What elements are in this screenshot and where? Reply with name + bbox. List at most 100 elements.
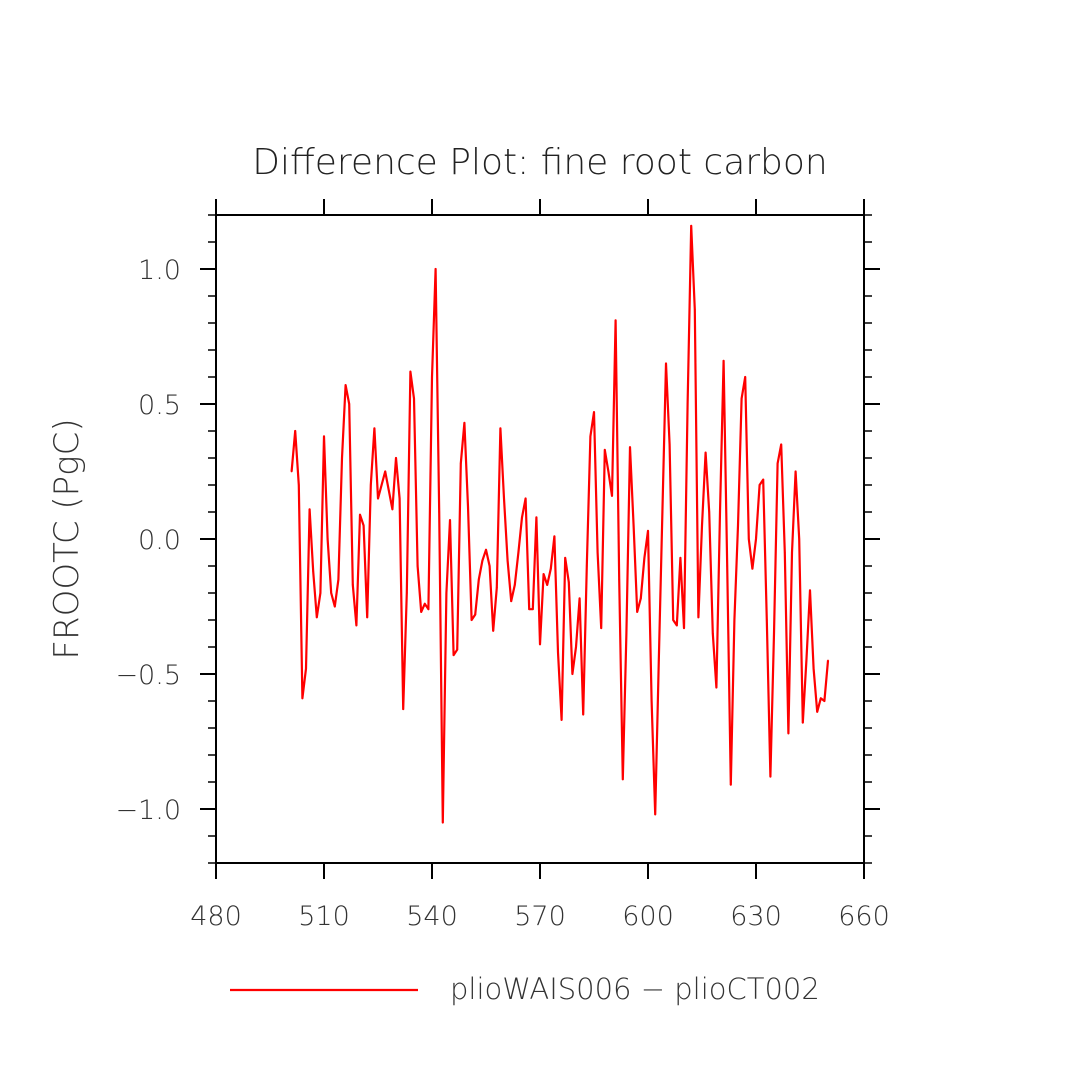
data-point [333,605,336,608]
data-point [452,654,455,656]
data-point [330,592,333,594]
data-point [564,557,567,559]
data-point [488,565,491,567]
data-point [470,619,473,621]
data-point [765,619,768,621]
data-point [560,719,563,721]
data-point [729,783,732,786]
data-point [355,624,358,627]
data-point [747,538,750,540]
data-point [477,578,480,581]
data-point [711,632,714,635]
data-point [719,511,721,513]
data-point [690,224,693,227]
data-point [431,376,433,378]
data-point [535,516,538,519]
data-point [794,470,797,473]
data-point [596,551,599,554]
series-line [290,224,830,824]
data-point [294,430,297,432]
data-point [650,700,653,702]
data-point [740,397,743,400]
y-tick-label: −1.0 [115,795,181,826]
data-point [459,462,462,465]
data-point [701,524,703,527]
data-point [290,470,293,473]
data-point [341,457,343,459]
data-point [776,462,779,465]
data-point [481,559,484,562]
data-point [769,775,772,778]
data-point [679,557,682,559]
data-point [326,538,329,540]
data-point [449,519,451,521]
data-point [629,446,631,449]
data-point [369,484,372,486]
data-point [348,403,351,405]
data-point [647,530,649,532]
data-point [726,565,729,567]
data-point [611,494,613,497]
chart-title: Difference Plot: fine root carbon [252,142,828,183]
data-point [575,646,577,648]
plot-frame [215,214,865,864]
data-point [319,592,322,594]
data-point [438,511,441,513]
data-point [643,557,646,559]
data-point [708,511,711,513]
data-point [704,451,707,454]
data-point [632,524,635,527]
data-point [618,578,621,581]
x-tick-label: 540 [406,901,458,932]
data-point [312,570,315,573]
data-point [441,821,444,824]
data-point [546,584,549,586]
x-tick-label: 570 [514,901,566,932]
data-point [668,443,671,446]
data-point [639,597,642,600]
data-point [553,535,556,538]
y-tick-label: −0.5 [115,660,181,691]
data-point [521,516,523,519]
data-point [542,573,545,575]
data-point [593,411,595,413]
data-point [398,497,401,500]
data-point [762,478,765,481]
data-point [391,508,394,511]
data-point [362,524,365,527]
data-point [395,457,397,459]
data-point [305,667,307,670]
x-tick-label: 660 [838,901,890,932]
data-point [582,713,585,716]
data-point [722,359,725,362]
data-point [733,619,736,621]
data-point [463,422,466,424]
data-point [661,511,664,513]
data-point [693,308,696,311]
data-point [377,497,379,500]
data-point [413,397,415,400]
data-point [827,659,829,662]
data-point [787,732,790,735]
data-point [809,589,811,592]
data-point [654,813,657,816]
data-point [585,565,588,567]
data-point [607,470,610,473]
data-point [315,616,318,619]
data-point [755,538,757,540]
y-tick-label: 0.5 [138,390,181,421]
legend-label: plioWAIS006 − plioCT002 [450,972,820,1006]
data-point [506,559,509,562]
data-point [510,600,513,602]
data-point [539,643,541,646]
data-point [557,651,559,654]
data-point [492,629,495,632]
plot-area [215,214,865,864]
y-tick-label: 0.0 [138,525,181,556]
data-point [816,710,819,713]
data-point [665,362,667,365]
data-point [373,427,376,430]
x-tick-label: 630 [730,901,782,932]
data-point [409,370,412,373]
data-point [636,611,639,613]
